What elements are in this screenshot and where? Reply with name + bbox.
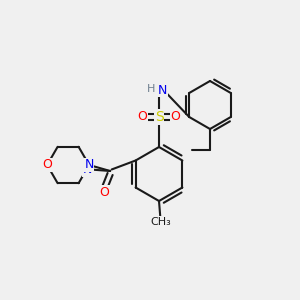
Text: N: N	[83, 163, 92, 176]
Text: H: H	[147, 83, 156, 94]
Text: N: N	[84, 158, 94, 172]
Text: O: O	[99, 185, 109, 199]
Text: N: N	[158, 83, 167, 97]
Text: O: O	[171, 110, 180, 124]
Text: O: O	[42, 158, 52, 172]
Text: CH₃: CH₃	[150, 217, 171, 227]
Text: S: S	[154, 110, 164, 124]
Text: O: O	[138, 110, 147, 124]
